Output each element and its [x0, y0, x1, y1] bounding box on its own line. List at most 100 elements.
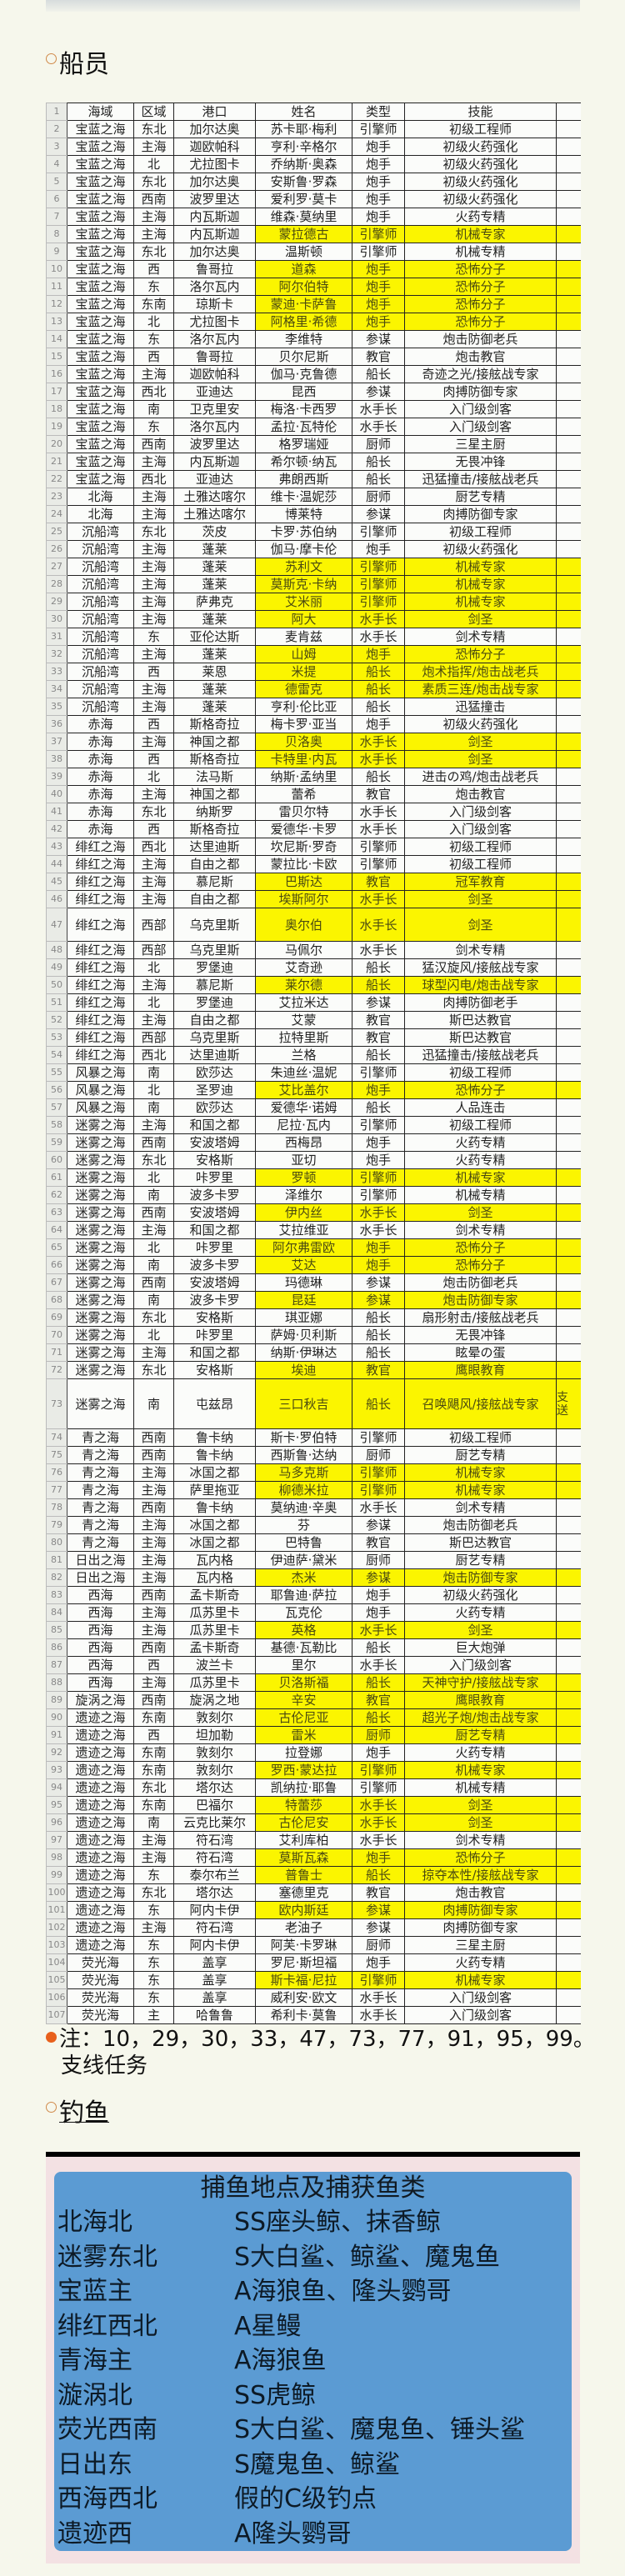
cell-name: 芬	[255, 1516, 352, 1534]
table-row: 107 荧光海主哈鲁鲁 希利卡·莫鲁 水手长 入门级剑客	[46, 2006, 581, 2024]
cell-name: 凯纳拉·耶鲁	[255, 1778, 352, 1797]
cell-port: 盖享	[173, 1971, 256, 1989]
cell-port: 内瓦斯迦	[173, 225, 256, 243]
cell-type: 船长	[352, 1046, 405, 1064]
cell-extra	[556, 470, 581, 488]
table-row: 40 赤海 主海 神国之都 蕾希 教官 炮击教官	[46, 785, 581, 803]
row-number: 75	[46, 1446, 68, 1464]
cell-type: 水手长	[352, 750, 405, 768]
cell-type: 引擎师	[352, 855, 405, 873]
cell-extra	[556, 1656, 581, 1674]
cell-port: 法马斯	[173, 768, 256, 786]
cell-area: 主海	[133, 488, 174, 506]
cell-port: 波多卡罗	[173, 1256, 256, 1274]
cell-port: 自由之都	[173, 855, 256, 873]
cell-skill: 炮术指挥/炮击战老兵	[404, 663, 557, 681]
top-image-edge	[46, 0, 580, 12]
cell-area: 北	[133, 1168, 174, 1187]
cell-sea: 宝蓝之海	[67, 400, 134, 418]
row-number: 39	[46, 768, 68, 786]
cell-extra	[556, 1726, 581, 1744]
cell-name: 贝洛奥	[255, 733, 352, 751]
cell-skill: 厨艺专精	[404, 1551, 557, 1569]
cell-sea: 沉船湾	[67, 523, 134, 541]
cell-type: 船长	[352, 1708, 405, 1727]
cell-port: 神国之都	[173, 785, 256, 803]
cell-extra	[556, 1498, 581, 1517]
row-number: 30	[46, 610, 68, 628]
table-row: 65 迷雾之海北咔罗里 阿尔弗雷欧 炮手 恐怖分子	[46, 1238, 581, 1257]
cell-port: 蓬莱	[173, 645, 256, 663]
cell-extra	[556, 1186, 581, 1204]
cell-skill: 炮击防御老兵	[404, 1273, 557, 1292]
fishing-catch: S魔鬼鱼、鲸鲨	[234, 2449, 401, 2479]
cell-extra	[556, 1761, 581, 1779]
cell-port: 敦刻尔	[173, 1761, 256, 1779]
cell-type: 船长	[352, 1673, 405, 1692]
cell-type: 引擎师	[352, 558, 405, 576]
cell-extra	[556, 1831, 581, 1849]
cell-sea: 宝蓝之海	[67, 208, 134, 226]
cell-port: 坦加勒	[173, 1726, 256, 1744]
table-row: 4 宝蓝之海北尤拉图卡 乔纳斯·奥森 炮手 初级火药强化	[46, 155, 581, 173]
cell-area: 西	[133, 663, 174, 681]
cell-area: 东南	[133, 1708, 174, 1727]
cell-area: 主	[133, 2006, 174, 2024]
row-number: 16	[46, 365, 68, 383]
cell-name: 德雷克	[255, 680, 352, 698]
cell-type: 炮手	[352, 295, 405, 313]
cell-extra	[556, 873, 581, 891]
cell-port: 波多卡罗	[173, 1291, 256, 1309]
cell-port: 加尔达奥	[173, 243, 256, 261]
cell-sea: 西海	[67, 1656, 134, 1674]
cell-sea: 迷雾之海	[67, 1256, 134, 1274]
cell-skill: 召唤飓风/接舷战专家	[404, 1378, 557, 1429]
table-row: 20 宝蓝之海 西南 波罗里达 格罗瑞娅 厨师 三星主厨	[46, 435, 581, 453]
cell-skill: 眩晕の蛋	[404, 1343, 557, 1362]
cell-name: 艾奇逊	[255, 958, 352, 977]
table-row: 86 西海 西南 孟卡斯奇 基德·瓦勒比 船长 巨大炮弹	[46, 1638, 581, 1657]
cell-sea: 遗迹之海	[67, 1813, 134, 1832]
cell-port: 蓬莱	[173, 680, 256, 698]
cell-sea: 沉船湾	[67, 593, 134, 611]
row-number: 72	[46, 1361, 68, 1379]
cell-port: 鲁哥拉	[173, 260, 256, 278]
cell-port: 冰国之都	[173, 1533, 256, 1552]
cell-skill: 火药专精	[404, 1603, 557, 1622]
cell-sea: 迷雾之海	[67, 1378, 134, 1429]
cell-port: 孟卡斯奇	[173, 1638, 256, 1657]
cell-name: 孟拉·瓦特伦	[255, 418, 352, 436]
cell-name: 三口秋吉	[255, 1378, 352, 1429]
cell-name: 萨姆·贝利斯	[255, 1326, 352, 1344]
cell-type: 水手长	[352, 610, 405, 628]
row-number: 78	[46, 1498, 68, 1517]
cell-sea: 沉船湾	[67, 575, 134, 593]
row-number: 44	[46, 855, 68, 873]
table-row: 16 宝蓝之海 主海 迦欧帕科 伽马·克鲁德 船长 奇迹之光/接舷战专家	[46, 365, 581, 383]
cell-skill: 炮击防御老兵	[404, 330, 557, 348]
cell-area: 主海	[133, 680, 174, 698]
row-number: 10	[46, 260, 68, 278]
cell-extra	[556, 330, 581, 348]
cell-name: 希利卡·莫鲁	[255, 2006, 352, 2024]
row-number: 91	[46, 1726, 68, 1744]
cell-area: 北	[133, 1326, 174, 1344]
cell-sea: 遗迹之海	[67, 1831, 134, 1849]
cell-sea: 遗迹之海	[67, 1761, 134, 1779]
fishing-location: 北海北	[58, 2208, 132, 2237]
cell-sea: 绯红之海	[67, 1011, 134, 1029]
cell-area: 西南	[133, 1273, 174, 1292]
cell-name: 蒙拉德古	[255, 225, 352, 243]
cell-name: 尼拉·瓦内	[255, 1116, 352, 1134]
row-number: 57	[46, 1098, 68, 1117]
cell-port: 自由之都	[173, 1011, 256, 1029]
cell-type: 引擎师	[352, 1761, 405, 1779]
table-row: 51 绯红之海北罗堡迪 艾拉米达 参谋 肉搏防御老手	[46, 993, 581, 1012]
cell-type: 船长	[352, 1638, 405, 1657]
cell-name: 兰格	[255, 1046, 352, 1064]
row-number: 8	[46, 225, 68, 243]
table-row: 101 遗迹之海东阿内卡伊 欧内斯廷 参谋 肉搏防御专家	[46, 1901, 581, 1919]
cell-name: 阿芙·卡罗琳	[255, 1936, 352, 1954]
cell-type: 炮手	[352, 540, 405, 558]
cell-area: 东北	[133, 1778, 174, 1797]
